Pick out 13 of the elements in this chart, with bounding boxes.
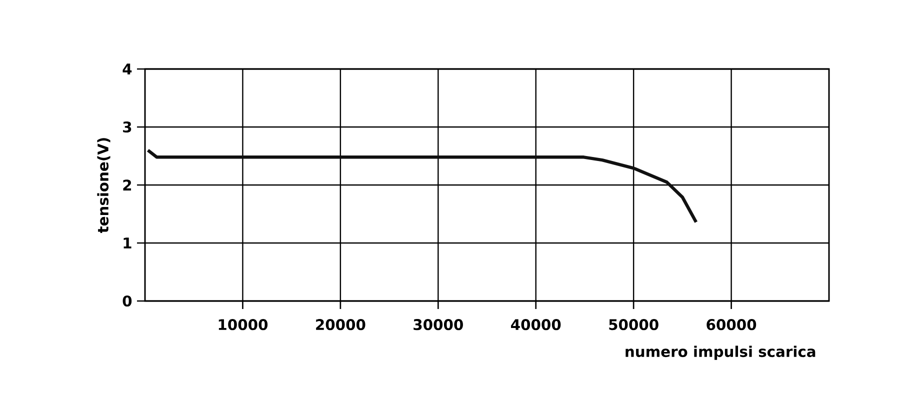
y-tick-label: 2	[123, 180, 132, 190]
x-tick-label: 20000	[316, 319, 366, 330]
y-tick-label: 4	[122, 64, 132, 74]
x-tick-label: 30000	[414, 319, 463, 330]
x-tick-label: 50000	[609, 319, 658, 330]
x-axis-title: numero impulsi scarica	[626, 346, 816, 360]
x-tick-label: 40000	[510, 319, 561, 330]
y-tick-label: 3	[123, 121, 132, 133]
y-axis-title: tensione(V)	[97, 138, 110, 233]
x-tick-label: 10000	[218, 319, 268, 330]
y-tick-label: 1	[124, 238, 132, 248]
x-tick-label: 60000	[706, 319, 756, 330]
y-tick-label: 0	[122, 295, 132, 307]
